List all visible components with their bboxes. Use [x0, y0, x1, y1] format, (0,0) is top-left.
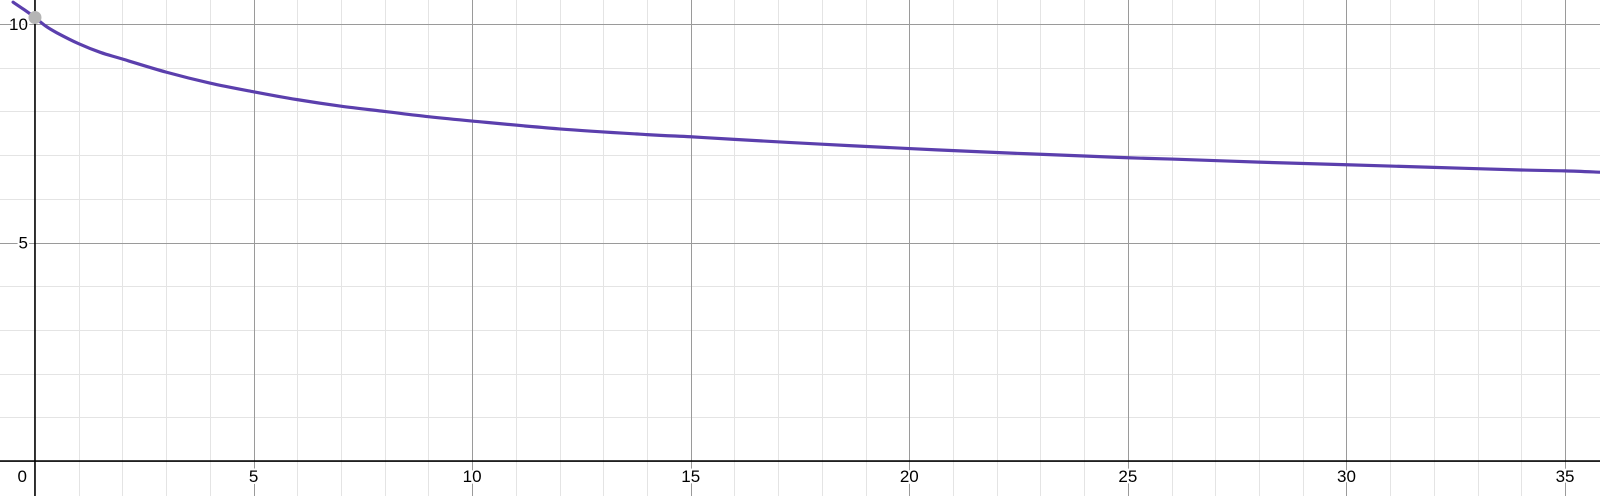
y-tick-label: 10 [9, 15, 28, 34]
x-tick-label: 25 [1118, 467, 1137, 486]
x-tick-label: 30 [1337, 467, 1356, 486]
series-line-0[interactable] [11, 0, 1600, 174]
x-tick-label: 10 [463, 467, 482, 486]
series-layer [11, 0, 1600, 174]
x-tick-label: 5 [249, 467, 258, 486]
tick-labels: 0 5 10 15 20 25 30 35 5 10 [7, 13, 1576, 488]
y-tick-label: 5 [19, 234, 28, 253]
x-tick-label: 35 [1556, 467, 1575, 486]
x-tick-label: 20 [900, 467, 919, 486]
data-point-0[interactable] [28, 10, 42, 24]
x-tick-label: 0 [18, 467, 27, 486]
x-tick-label: 15 [681, 467, 700, 486]
points-layer [28, 10, 42, 24]
